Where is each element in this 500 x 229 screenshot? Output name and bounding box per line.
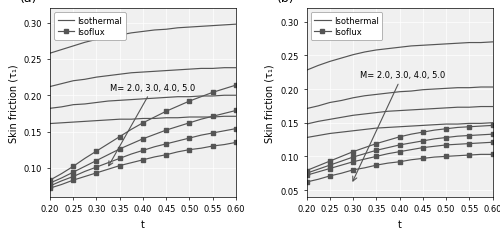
- Text: M= 2.0, 3.0, 4.0, 5.0: M= 2.0, 3.0, 4.0, 5.0: [353, 71, 446, 181]
- Text: (a): (a): [20, 0, 38, 5]
- Legend: Isothermal, Isoflux: Isothermal, Isoflux: [54, 13, 126, 40]
- Text: (b): (b): [277, 0, 294, 5]
- Y-axis label: Skin friction (τ₁): Skin friction (τ₁): [265, 64, 275, 142]
- X-axis label: t: t: [398, 219, 402, 229]
- Y-axis label: Skin friction (τ₁): Skin friction (τ₁): [8, 64, 18, 142]
- Text: M= 2.0, 3.0, 4.0, 5.0: M= 2.0, 3.0, 4.0, 5.0: [108, 83, 196, 166]
- X-axis label: t: t: [141, 219, 145, 229]
- Legend: Isothermal, Isoflux: Isothermal, Isoflux: [310, 13, 382, 40]
